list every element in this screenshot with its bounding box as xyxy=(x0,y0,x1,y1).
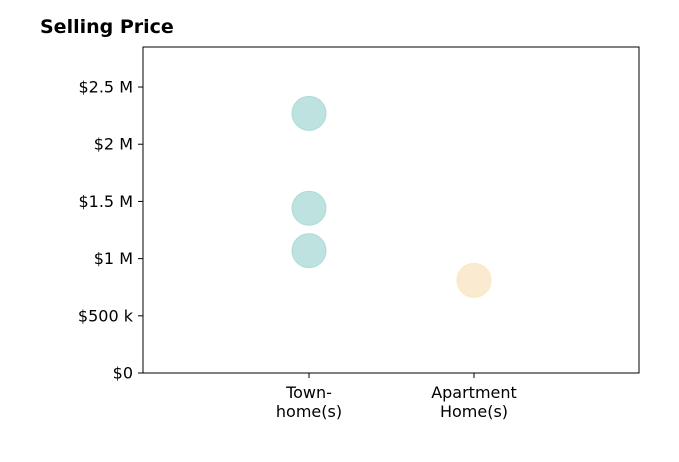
y-tick-label: $2 M xyxy=(94,135,133,154)
data-point xyxy=(456,262,492,298)
y-tick-label: $500 k xyxy=(78,306,134,325)
data-point xyxy=(291,190,327,226)
x-tick-label: home(s) xyxy=(276,402,342,421)
y-tick-label: $0 xyxy=(113,364,133,383)
data-point xyxy=(291,233,327,269)
x-tick-label: Apartment xyxy=(431,383,517,402)
plot-frame xyxy=(142,46,640,374)
x-tick-label: Home(s) xyxy=(440,402,508,421)
y-tick-label: $2.5 M xyxy=(78,78,133,97)
y-tick-label: $1.5 M xyxy=(78,192,133,211)
x-tick-label: Town- xyxy=(285,383,332,402)
data-point xyxy=(291,95,327,131)
chart-title: Selling Price xyxy=(40,16,174,38)
y-tick-label: $1 M xyxy=(94,249,133,268)
